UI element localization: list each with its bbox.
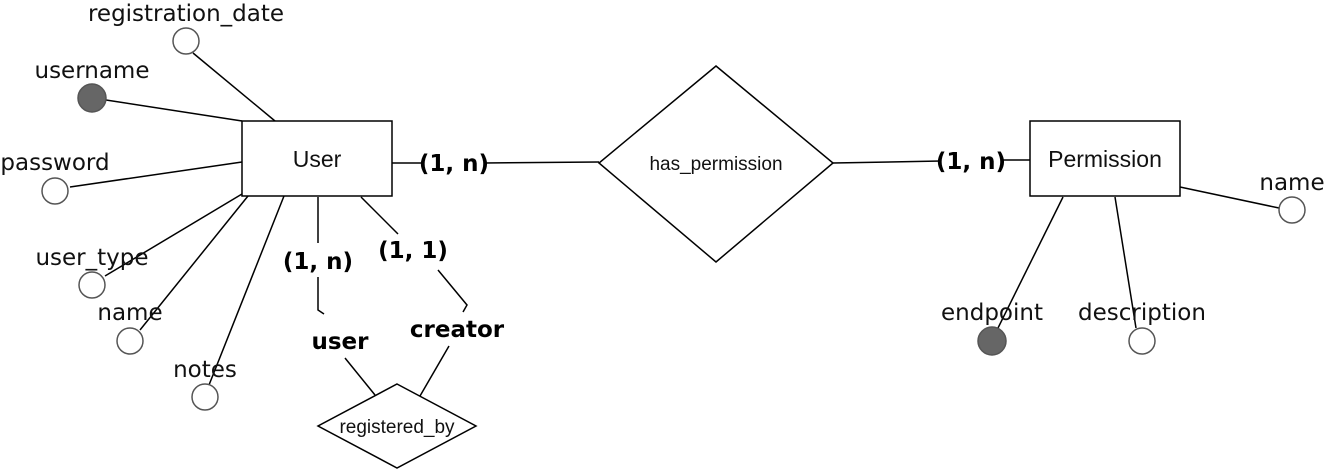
edge-user-registration-date	[192, 52, 276, 122]
edge-user-notes	[208, 195, 285, 386]
edge-user-role-to-diamond	[344, 357, 376, 396]
attribute-notes-circle	[191, 383, 219, 411]
cardinality-user-has-permission: (1, n)	[419, 151, 489, 177]
edge-creator-role-top	[360, 196, 399, 235]
edge-user-username	[105, 99, 243, 122]
relationship-registered-by	[316, 383, 478, 469]
edge-creator-role-bottom	[437, 269, 468, 313]
entity-permission	[1029, 120, 1181, 197]
edge-has-permission-right	[832, 160, 942, 164]
role-user-label: user	[311, 329, 369, 355]
attribute-endpoint-label: endpoint	[941, 300, 1043, 326]
attribute-name-circle	[116, 327, 144, 355]
cardinality-permission-has-permission: (1, n)	[936, 149, 1006, 175]
attribute-registration-date-circle	[172, 27, 200, 55]
edge-user-name	[139, 195, 249, 331]
attribute-notes-label: notes	[173, 357, 237, 383]
cardinality-user-role: (1, n)	[283, 249, 353, 275]
edge-has-permission-left	[483, 161, 600, 164]
attribute-username-key-circle	[77, 83, 107, 113]
edge-permission-endpoint	[996, 196, 1064, 331]
edge-creator-role-to-diamond	[419, 345, 450, 397]
entity-user-label: User	[293, 146, 342, 172]
entity-permission-label: Permission	[1048, 146, 1162, 172]
attribute-password-label: password	[0, 150, 109, 176]
attribute-name-label: name	[97, 300, 162, 326]
edge-permission-name	[1179, 186, 1280, 209]
attribute-user-type-label: user_type	[35, 245, 148, 271]
attribute-description-circle	[1128, 327, 1156, 355]
edge-user-password	[69, 161, 243, 188]
role-creator-label: creator	[410, 317, 505, 343]
attribute-permission-name-label: name	[1259, 170, 1324, 196]
entity-user	[241, 120, 393, 197]
attribute-endpoint-key-circle	[977, 326, 1007, 356]
relationship-has-permission-label: has_permission	[649, 154, 782, 175]
relationship-registered-by-label: registered_by	[339, 417, 455, 438]
relationship-has-permission	[597, 65, 835, 263]
edge-user-user-type	[104, 193, 243, 277]
attribute-password-circle	[41, 177, 69, 205]
attribute-username-label: username	[35, 58, 150, 84]
cardinality-creator-role: (1, 1)	[378, 238, 448, 264]
edge-user-role-bottom	[317, 277, 325, 315]
edge-permission-description	[1114, 196, 1137, 329]
attribute-user-type-circle	[78, 271, 106, 299]
attribute-description-label: description	[1078, 300, 1206, 326]
attribute-registration-date-label: registration_date	[88, 1, 284, 27]
attribute-permission-name-circle	[1278, 196, 1306, 224]
